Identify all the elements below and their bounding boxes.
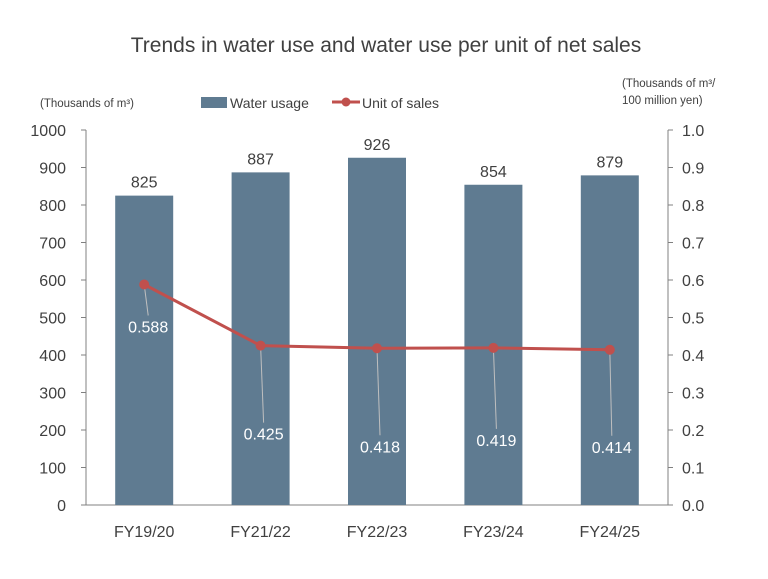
data-label-leader <box>376 348 381 436</box>
bar-data-label: 879 <box>596 154 623 171</box>
left-tick-label: 200 <box>39 423 66 440</box>
x-tick-label: FY23/24 <box>463 524 524 541</box>
left-tick-label: 1000 <box>30 123 66 140</box>
x-tick-label: FY19/20 <box>114 524 175 541</box>
bar-data-label: 854 <box>480 164 507 181</box>
line-point-unit-of-sales <box>488 342 499 353</box>
right-tick-label: 0.2 <box>682 423 704 440</box>
line-point-unit-of-sales <box>255 340 266 351</box>
right-tick-label: 0.6 <box>682 273 704 290</box>
legend-marker-unit-of-sales <box>341 97 351 107</box>
x-tick-label: FY21/22 <box>230 524 291 541</box>
right-tick-label: 0.4 <box>682 348 704 365</box>
right-axis-label-line1: (Thousands of m³/ <box>622 78 716 90</box>
bar-data-label: 926 <box>364 137 391 154</box>
left-tick-label: 400 <box>39 348 66 365</box>
left-tick-label: 800 <box>39 198 66 215</box>
data-label-leader <box>143 284 149 316</box>
right-tick-label: 0.5 <box>682 311 704 328</box>
data-label-leader <box>492 347 497 429</box>
bar-water-usage <box>580 175 639 505</box>
x-tick-label: FY22/23 <box>347 524 408 541</box>
chart-title: Trends in water use and water use per un… <box>131 34 642 57</box>
bar-water-usage <box>231 172 290 505</box>
x-tick-label: FY24/25 <box>580 524 641 541</box>
right-tick-label: 0.9 <box>682 161 704 178</box>
left-tick-label: 0 <box>57 498 66 515</box>
data-label-leader <box>609 349 613 436</box>
legend-label-water-usage: Water usage <box>230 95 309 111</box>
left-tick-label: 500 <box>39 311 66 328</box>
left-tick-label: 700 <box>39 236 66 253</box>
line-point-unit-of-sales <box>372 343 382 354</box>
right-axis-label-line2: 100 million yen) <box>622 95 703 107</box>
line-data-label: 0.414 <box>592 440 632 457</box>
left-tick-label: 100 <box>39 461 66 478</box>
data-label-leader <box>260 345 265 423</box>
left-tick-label: 600 <box>39 273 66 290</box>
right-tick-label: 0.0 <box>682 498 704 515</box>
bar-water-usage <box>348 157 406 505</box>
left-tick-label: 300 <box>39 386 66 403</box>
bar-data-label: 887 <box>247 151 274 168</box>
right-tick-label: 0.1 <box>682 461 704 478</box>
bar-data-label: 825 <box>131 175 158 192</box>
left-tick-label: 900 <box>39 161 66 178</box>
right-tick-label: 0.3 <box>682 386 704 403</box>
left-axis-label: (Thousands of m³) <box>40 98 134 110</box>
legend-label-unit-of-sales: Unit of sales <box>362 95 439 111</box>
right-tick-label: 0.8 <box>682 198 704 215</box>
legend: Water usage Unit of sales <box>201 95 439 111</box>
line-data-label: 0.425 <box>244 427 284 444</box>
right-tick-label: 0.7 <box>682 236 704 253</box>
line-data-label: 0.419 <box>476 433 516 450</box>
line-data-label: 0.418 <box>360 439 400 456</box>
line-data-label: 0.588 <box>128 320 168 337</box>
right-tick-label: 1.0 <box>682 123 704 140</box>
bar-water-usage <box>115 195 174 505</box>
line-point-unit-of-sales <box>139 279 150 290</box>
legend-swatch-water-usage <box>201 97 227 108</box>
line-point-unit-of-sales <box>604 344 615 355</box>
